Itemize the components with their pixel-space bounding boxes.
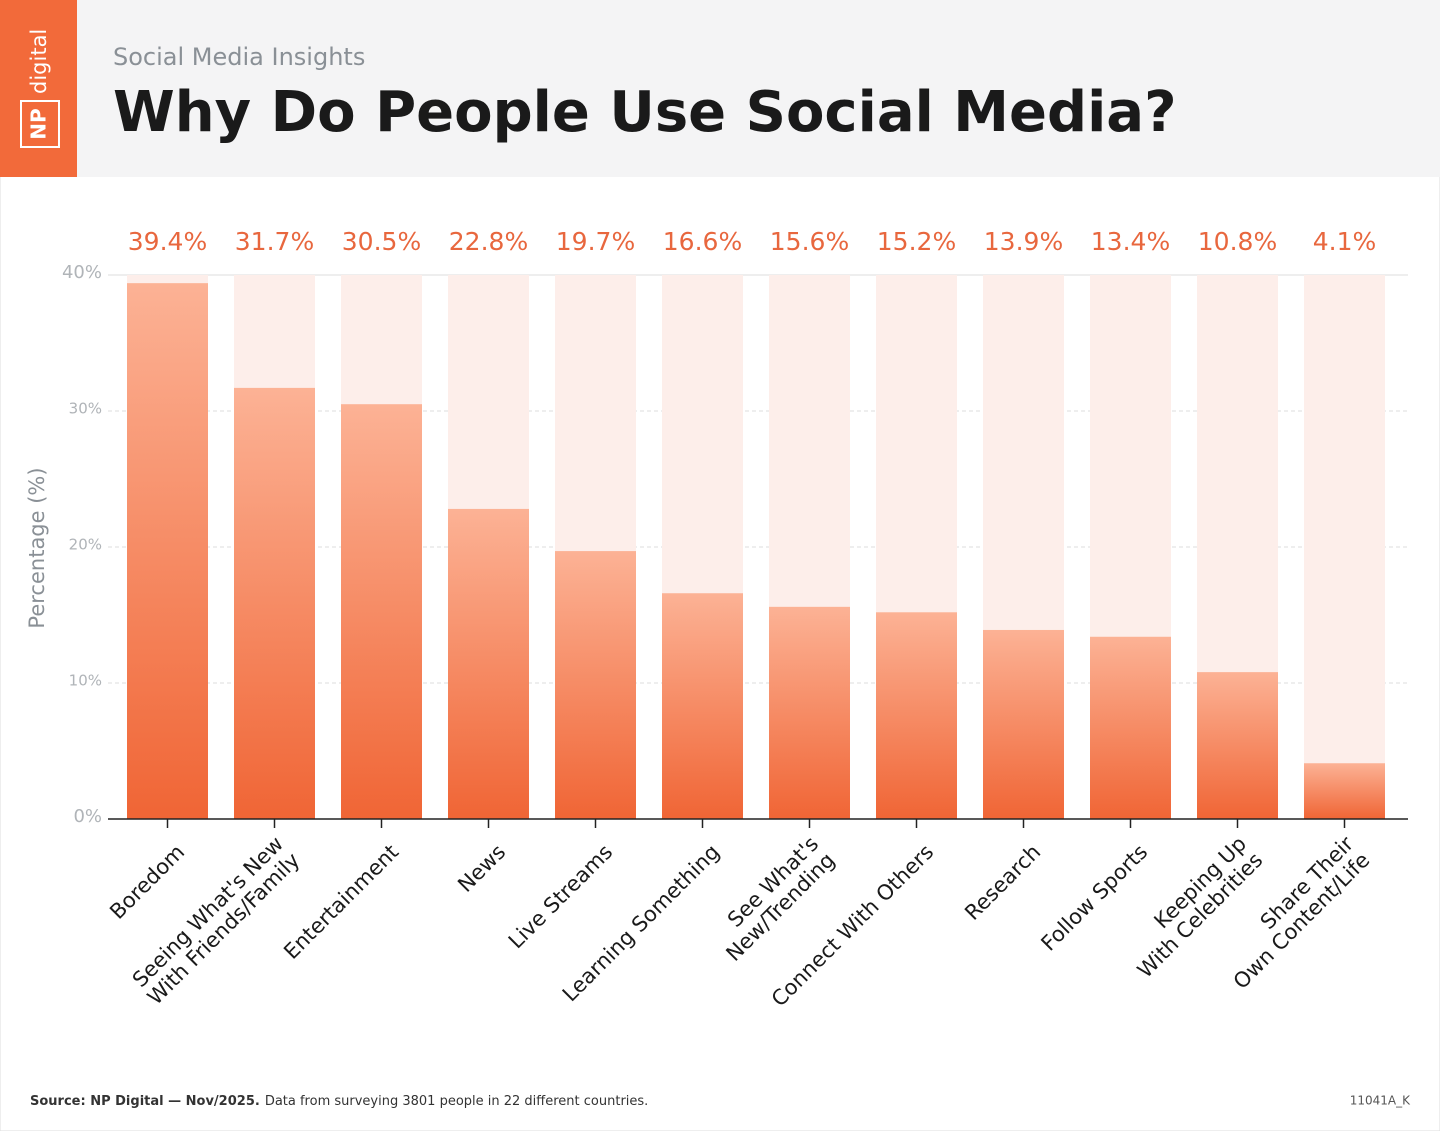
bar (876, 612, 957, 819)
value-label: 10.8% (1198, 227, 1277, 256)
bar (341, 404, 422, 819)
y-tick-label: 30% (69, 400, 102, 418)
y-axis-label: Percentage (%) (25, 467, 49, 628)
value-label: 16.6% (663, 227, 742, 256)
bar (1304, 763, 1385, 819)
logo-mark: NP (27, 108, 51, 139)
value-label: 22.8% (449, 227, 528, 256)
bar-track (1304, 275, 1385, 819)
source-bold: Source: NP Digital — Nov/2025. (30, 1094, 260, 1109)
value-label: 15.6% (770, 227, 849, 256)
logo-frame (20, 100, 60, 148)
value-label: 19.7% (556, 227, 635, 256)
bar (1090, 636, 1171, 819)
bar (555, 551, 636, 819)
bar (662, 593, 743, 819)
header (0, 0, 1440, 177)
bar (234, 387, 315, 819)
y-tick-label: 40% (62, 262, 102, 283)
source-text: Data from surveying 3801 people in 22 di… (265, 1094, 649, 1109)
y-tick-label: 10% (69, 672, 102, 690)
bar (769, 606, 850, 819)
source: Source: NP Digital — Nov/2025. Data from … (30, 1094, 648, 1109)
bar (127, 283, 208, 819)
chart-title: Why Do People Use Social Media? (113, 80, 1177, 145)
value-label: 31.7% (235, 227, 314, 256)
y-tick-label: 0% (73, 806, 102, 827)
bar (1197, 672, 1278, 819)
y-tick-label: 20% (69, 536, 102, 554)
value-label: 30.5% (342, 227, 421, 256)
value-label: 39.4% (128, 227, 207, 256)
chart-subtitle: Social Media Insights (113, 43, 365, 71)
value-label: 15.2% (877, 227, 956, 256)
bar (983, 629, 1064, 819)
value-label: 4.1% (1313, 227, 1377, 256)
value-label: 13.4% (1091, 227, 1170, 256)
value-label: 13.9% (984, 227, 1063, 256)
logo-name: digital (27, 29, 51, 94)
code: 11041A_K (1350, 1094, 1411, 1108)
bar (448, 508, 529, 819)
